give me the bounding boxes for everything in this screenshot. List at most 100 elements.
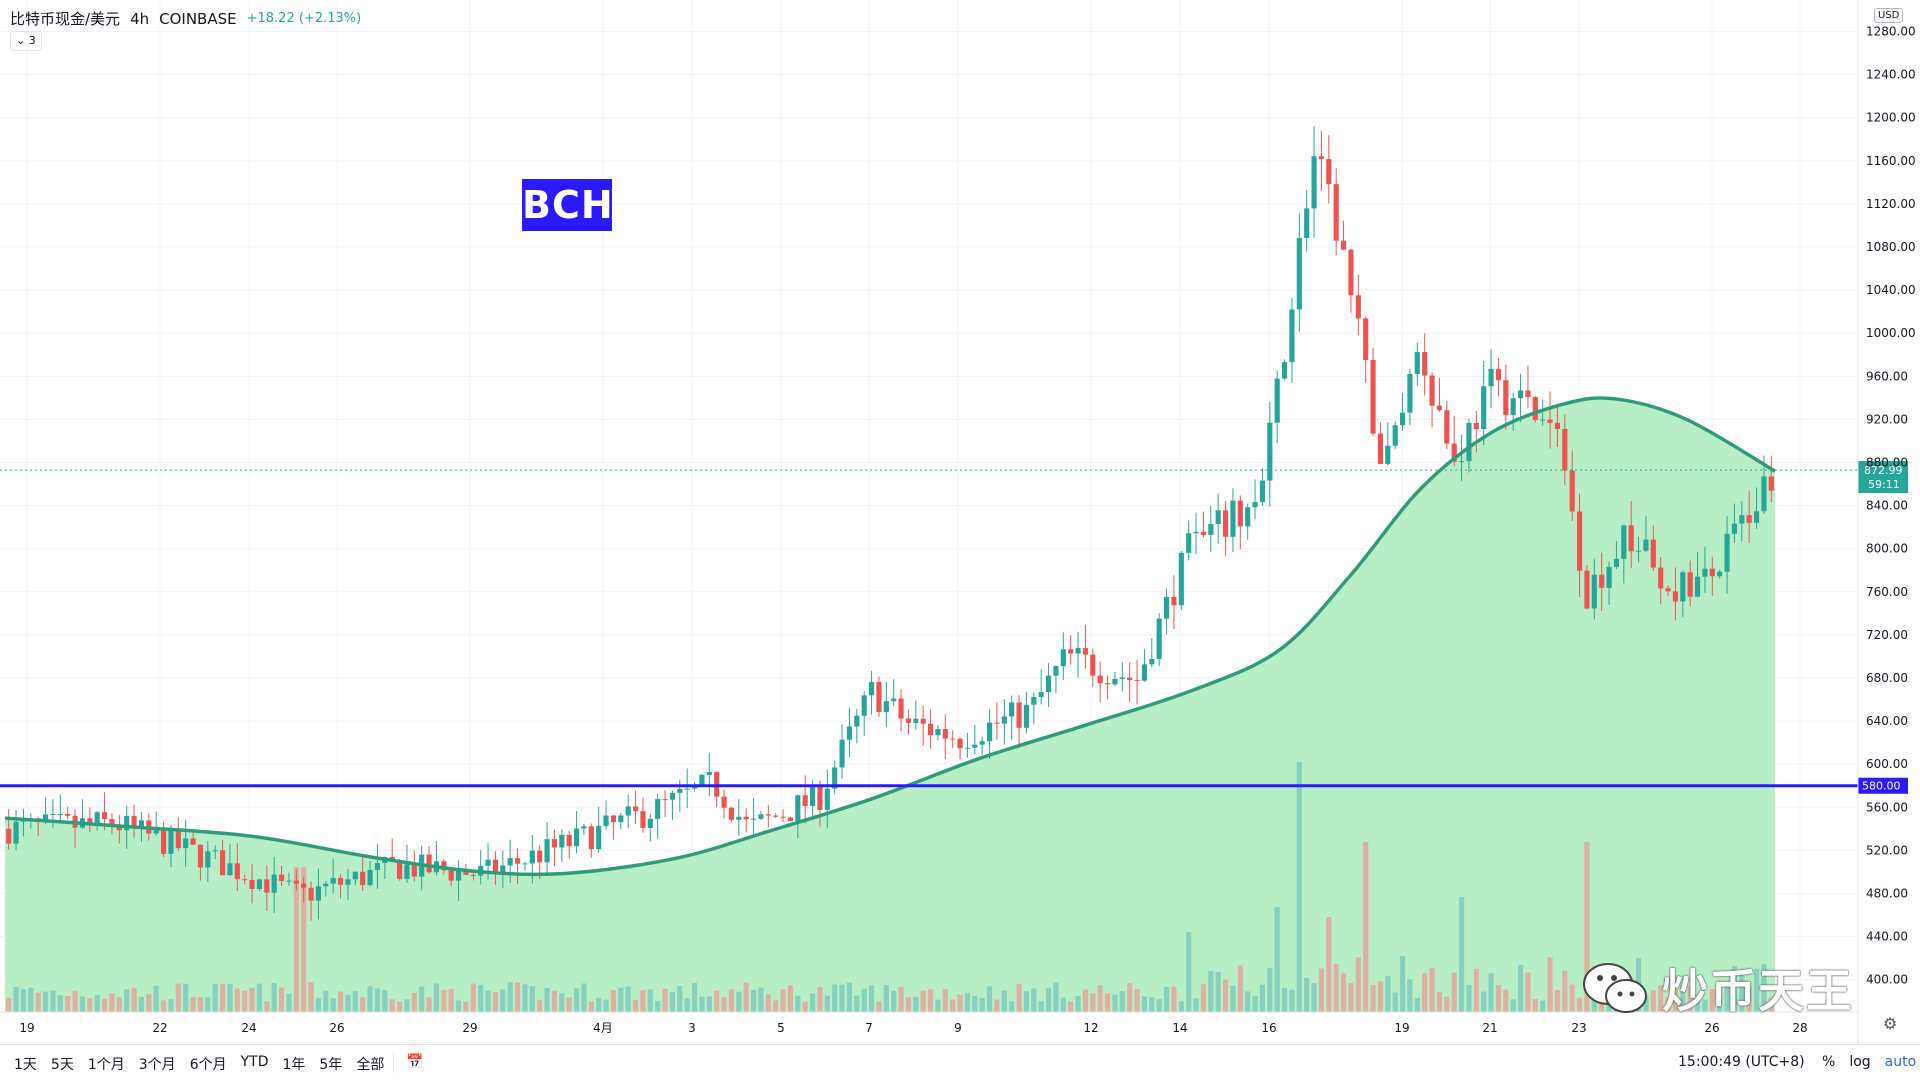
candle-body (160, 830, 167, 854)
candle-body (101, 812, 108, 820)
currency-badge[interactable]: USD (1874, 8, 1904, 23)
volume-bar (1149, 997, 1155, 1012)
ma-fill (5, 397, 1775, 1013)
settings-gear-icon[interactable]: ⚙ (1883, 1014, 1898, 1033)
range-button-0[interactable]: 1天 (14, 1057, 37, 1073)
candle-body (190, 838, 196, 845)
candle-body (374, 863, 381, 870)
range-button-3[interactable]: 3个月 (138, 1057, 176, 1073)
range-button-7[interactable]: 5年 (319, 1057, 343, 1073)
indicators-toggle[interactable]: ⌄ 3 (10, 31, 42, 51)
volume-bar (1045, 988, 1052, 1012)
volume-bar (345, 994, 351, 1012)
candle-body (824, 788, 830, 810)
range-button-1[interactable]: 5天 (50, 1057, 74, 1073)
volume-bar (765, 994, 771, 1012)
volume-bar (507, 982, 513, 1012)
candle-body (1289, 309, 1295, 363)
volume-bar (271, 982, 277, 1012)
candle-body (1414, 352, 1420, 375)
candle-body (1621, 525, 1627, 559)
candle-body (234, 863, 240, 880)
volume-bar (1156, 999, 1162, 1012)
range-button-4[interactable]: 6个月 (189, 1057, 227, 1073)
volume-bar (419, 986, 425, 1012)
volume-bar (337, 991, 344, 1012)
interval-label[interactable]: 4h (130, 9, 150, 28)
candle-body (1193, 531, 1199, 534)
volume-bar (1385, 975, 1391, 1012)
volume-bar (13, 986, 19, 1012)
volume-bar (972, 995, 978, 1012)
volume-bar (116, 997, 122, 1012)
time-tick-label: 3 (688, 1021, 696, 1035)
volume-bar (470, 983, 476, 1012)
price-axis[interactable]: 1280.00 1240.00 1200.00 1160.00 1120.00 1080.… (1857, 0, 1916, 1044)
volume-bar (1281, 988, 1288, 1012)
candle-body (1318, 156, 1325, 160)
candle-body (1141, 664, 1148, 681)
log-scale-button[interactable]: log (1849, 1054, 1871, 1070)
volume-bar (382, 989, 388, 1012)
volume-bar (787, 985, 794, 1012)
price-tick-label: 680.00 (1866, 671, 1908, 685)
candle-body (883, 701, 889, 713)
price-tick-label: 800.00 (1866, 542, 1908, 556)
price-tick-label: 1240.00 (1866, 68, 1916, 82)
volume-bar (1031, 988, 1037, 1012)
volume-bar (1134, 989, 1140, 1012)
volume-bar (426, 997, 432, 1012)
volume-bar (957, 994, 963, 1012)
auto-scale-button[interactable]: auto (1884, 1054, 1917, 1070)
candle-body (1311, 156, 1317, 209)
volume-bar (1422, 973, 1428, 1012)
volume-bar (1082, 989, 1089, 1012)
candle-body (227, 863, 233, 876)
candle-body (1281, 362, 1288, 379)
volume-bar (721, 997, 727, 1012)
candle-body (1377, 433, 1384, 464)
volume-bar (1326, 917, 1332, 1012)
volume-bar (824, 995, 830, 1012)
symbol-name[interactable]: 比特币现金/美元 (10, 10, 121, 28)
candle-body (1562, 429, 1568, 471)
candle-body (20, 820, 27, 822)
candle-body (1473, 422, 1479, 430)
candle-body (640, 811, 646, 828)
volume-bar (293, 867, 299, 1012)
candle-body (278, 874, 285, 881)
candle-body (950, 738, 956, 740)
percent-scale-button[interactable]: % (1822, 1054, 1836, 1070)
volume-bar (964, 992, 971, 1012)
volume-bar (1215, 972, 1221, 1012)
range-button-2[interactable]: 1个月 (87, 1057, 125, 1073)
range-button-8[interactable]: 全部 (356, 1057, 385, 1073)
clock-display[interactable]: 15:00:49 (UTC+8) (1678, 1054, 1805, 1070)
volume-bar (1458, 897, 1465, 1012)
range-button-5[interactable]: YTD (240, 1054, 269, 1070)
candle-body (1687, 572, 1693, 597)
horizontal-line-580[interactable]: 580.00 (0, 777, 1908, 794)
candle-body (662, 799, 668, 801)
candle-body (1694, 576, 1701, 597)
volume-bar (278, 987, 285, 1012)
candle-body (913, 718, 919, 723)
candle-body (330, 877, 336, 884)
volume-bar (986, 986, 993, 1012)
time-tick-label: 4月 (593, 1021, 613, 1035)
volume-bar (1532, 999, 1538, 1012)
volume-bar (1348, 983, 1354, 1012)
bch-label-annotation[interactable]: BCH (522, 179, 613, 231)
time-axis[interactable]: 19 22 24 26 29 4月 3 5 7 9 12 14 16 19 21 23 26 28 (0, 1011, 1858, 1035)
price-tick-label: 560.00 (1866, 800, 1908, 814)
volume-bar (1068, 1001, 1074, 1012)
candle-body (1746, 515, 1752, 523)
candle-body (1510, 398, 1516, 416)
range-button-6[interactable]: 1年 (282, 1057, 306, 1073)
price-tick-label: 760.00 (1866, 585, 1908, 599)
volume-bar (1200, 984, 1207, 1012)
volume-bar (1488, 973, 1494, 1012)
go-to-date-icon[interactable]: 📅 (406, 1054, 424, 1070)
volume-bar (35, 992, 41, 1012)
